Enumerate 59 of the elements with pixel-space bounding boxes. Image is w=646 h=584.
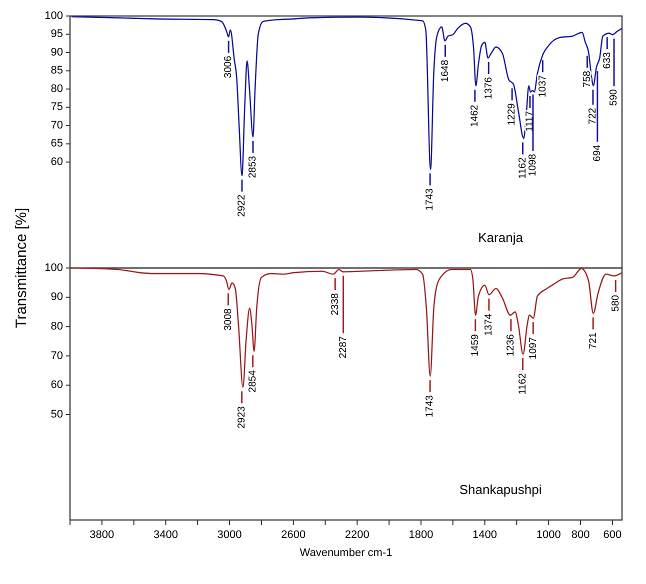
x-tick-label: 1800 — [408, 529, 434, 541]
y-tick-label: 70 — [50, 350, 63, 362]
annotation: 1376 — [483, 76, 494, 100]
annotation: 1162 — [517, 372, 528, 395]
annotation: 758 — [582, 70, 593, 88]
y-tick-label: 85 — [50, 64, 63, 77]
annotation: 1743 — [424, 394, 436, 418]
annotation: 1374 — [484, 313, 495, 336]
annotation: 2338 — [330, 292, 341, 316]
annotation: Shankapushpi — [459, 482, 542, 497]
annotation: 722 — [588, 107, 599, 124]
x-tick-label: 2600 — [281, 529, 306, 541]
y-axis-title: Transmittance [%] — [12, 208, 30, 328]
annotation: 1648 — [440, 59, 451, 82]
x-tick-label: 2200 — [344, 529, 370, 541]
annotation: 1117 — [524, 110, 536, 132]
y-tick-label: 100 — [44, 262, 63, 274]
annotation: 2854 — [247, 370, 258, 392]
y-tick-label: 60 — [50, 379, 63, 392]
annotation: 1098 — [528, 154, 539, 176]
annotation: 2287 — [338, 336, 349, 358]
annotation: 1037 — [537, 74, 548, 98]
annotation: 2923 — [236, 406, 248, 429]
y-tick-label: 50 — [50, 408, 63, 420]
y-tick-label: 75 — [50, 101, 63, 114]
y-tick-label: 80 — [50, 320, 63, 333]
y-tick-label: 95 — [50, 28, 63, 40]
annotation: 3008 — [222, 308, 234, 331]
x-tick-label: 1400 — [472, 529, 498, 541]
annotation: 1097 — [528, 336, 539, 360]
x-axis-title: Wavenumber cm-1 — [300, 547, 392, 559]
annotation: 3006 — [223, 55, 234, 78]
annotation: 633 — [602, 52, 613, 69]
annotation: 2853 — [248, 155, 259, 178]
y-tick-label: 70 — [50, 119, 63, 132]
y-tick-label: 100 — [44, 10, 63, 22]
annotation: 1236 — [506, 334, 517, 356]
y-tick-label: 90 — [50, 291, 63, 304]
annotation: 694 — [592, 144, 604, 162]
x-tick-label: 1000 — [536, 529, 561, 541]
y-tick-label: 80 — [50, 82, 63, 95]
annotation: 1162 — [517, 156, 528, 179]
annotation: 590 — [608, 88, 620, 106]
annotation: 580 — [610, 294, 622, 312]
annotation: 2922 — [236, 194, 248, 217]
x-tick-label: 3000 — [217, 529, 242, 541]
x-tick-label: 3800 — [90, 529, 114, 541]
y-tick-label: 60 — [50, 156, 63, 168]
annotation: 721 — [588, 332, 599, 350]
y-tick-label: 65 — [50, 138, 63, 150]
annotation: 1229 — [506, 102, 518, 126]
x-tick-label: 3400 — [153, 529, 178, 541]
x-tick-label: 800 — [571, 529, 590, 541]
annotation: 1462 — [470, 104, 481, 128]
annotation: 1459 — [470, 334, 482, 356]
annotation: 1743 — [424, 188, 436, 211]
annotation: Karanja — [478, 230, 524, 245]
y-tick-label: 90 — [50, 46, 63, 58]
x-tick-label: 600 — [603, 529, 622, 541]
